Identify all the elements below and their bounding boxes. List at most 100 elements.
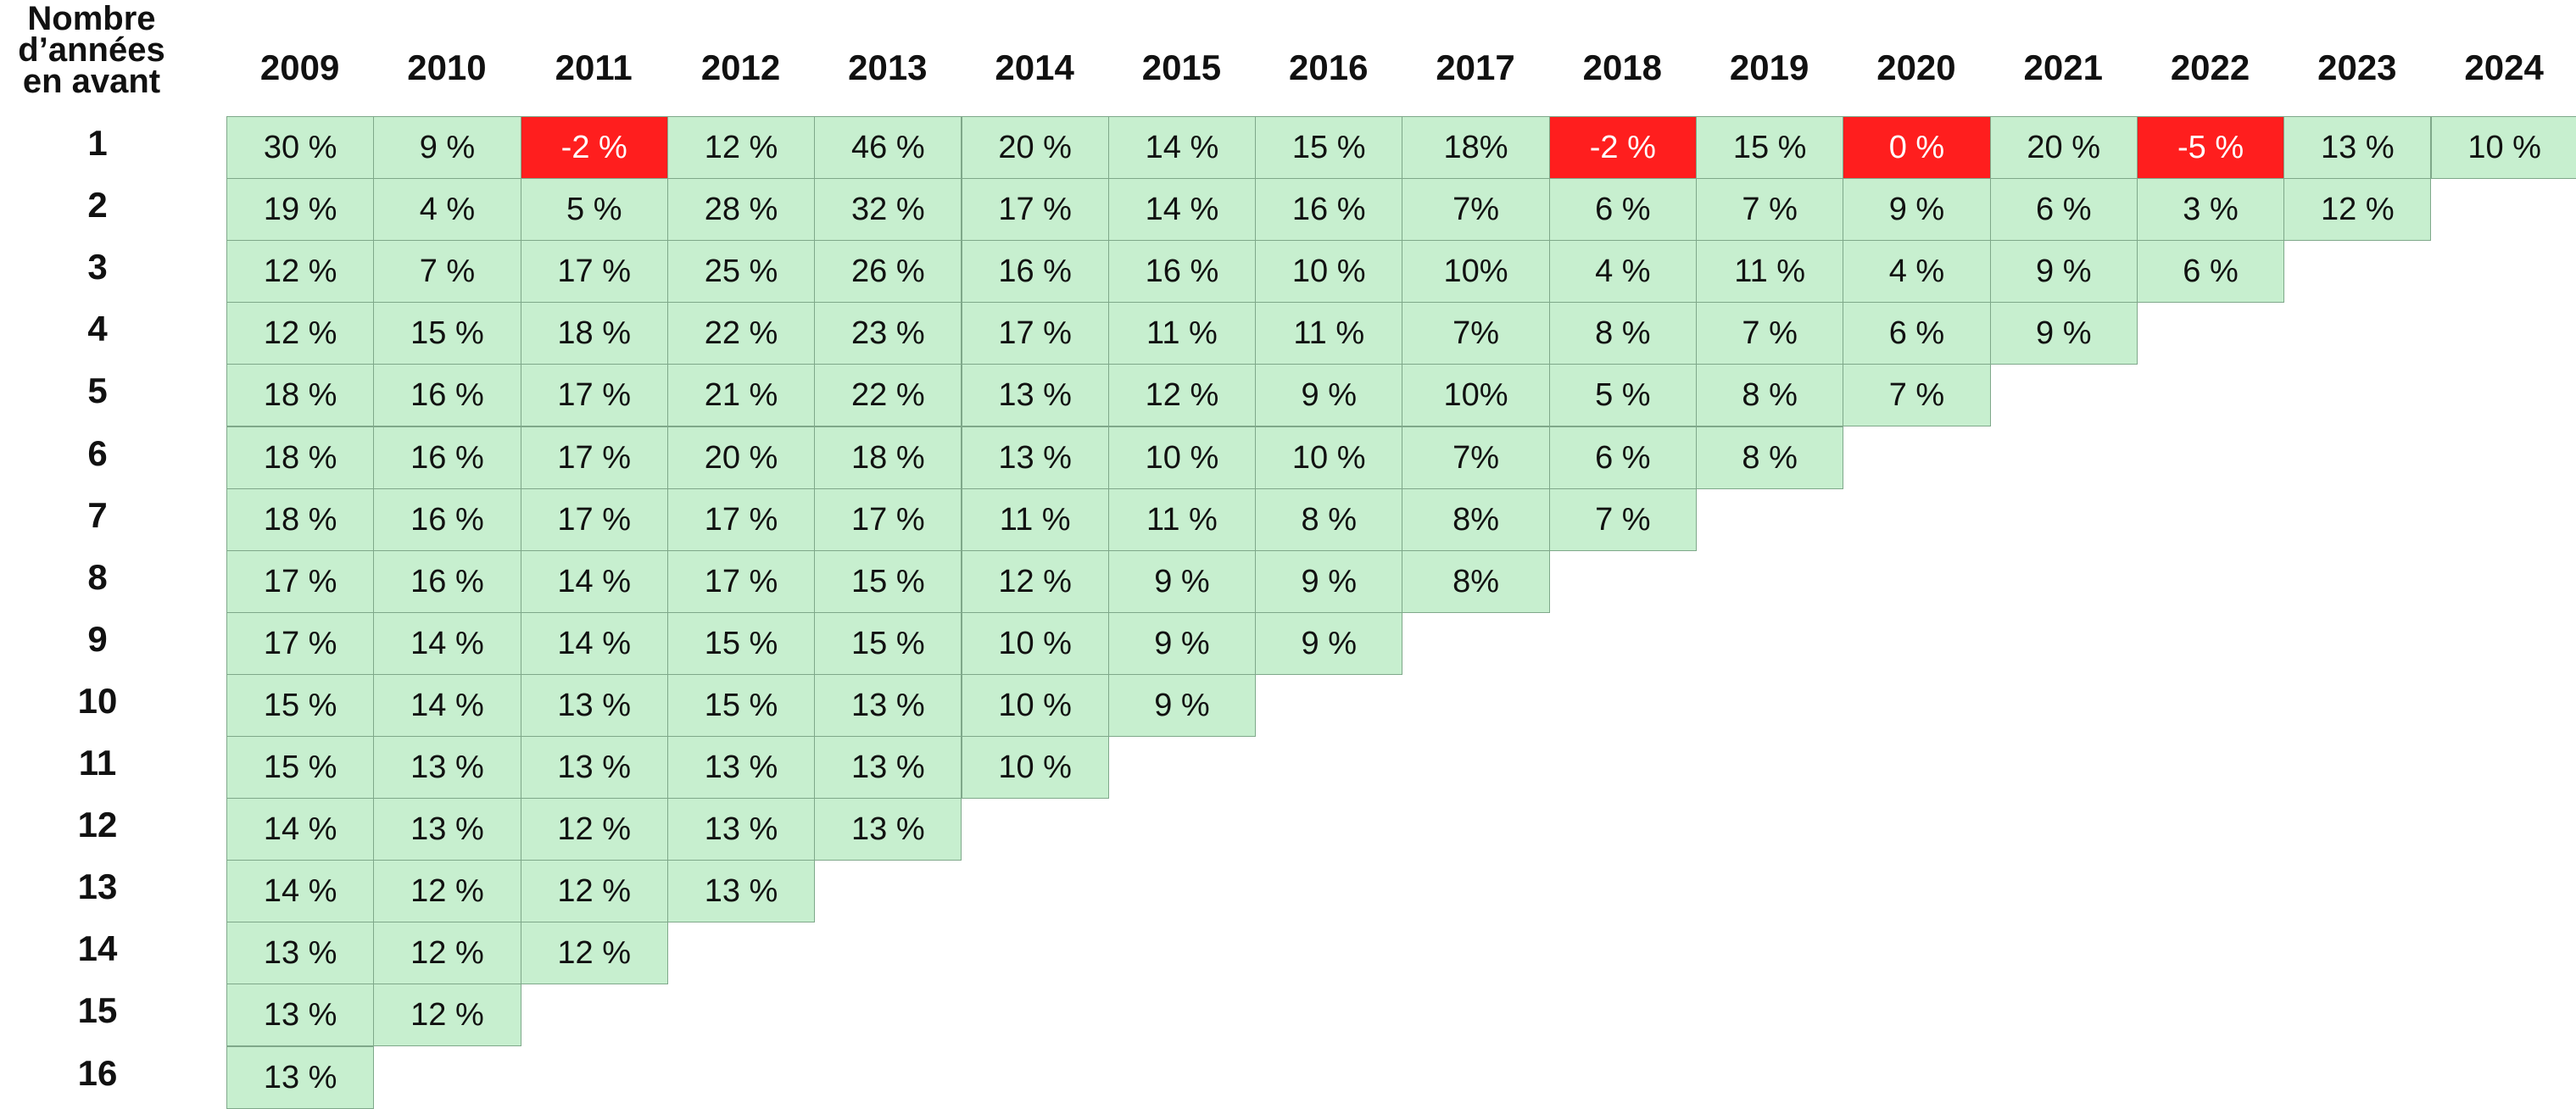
cell-2022-row-3: 6 %	[2137, 240, 2284, 303]
cell-2018-row-3: 4 %	[1549, 240, 1697, 303]
cell-2014-row-5: 13 %	[962, 364, 1109, 426]
cell-2022-row-2: 3 %	[2137, 178, 2284, 241]
cell-2010-row-8: 16 %	[373, 550, 521, 613]
cell-2010-row-15: 12 %	[373, 984, 521, 1046]
cell-2009-row-15: 13 %	[226, 984, 374, 1046]
cell-2009-row-2: 19 %	[226, 178, 374, 241]
cell-2014-row-3: 16 %	[962, 240, 1109, 303]
cell-2017-row-7: 8%	[1402, 488, 1549, 551]
cell-2009-row-13: 14 %	[226, 860, 374, 922]
year-header-2009: 2009	[226, 42, 373, 93]
cell-2015-row-9: 9 %	[1108, 612, 1256, 675]
year-header-2016: 2016	[1255, 42, 1402, 93]
row-label-5: 5	[0, 362, 195, 424]
cell-2021-row-4: 9 %	[1990, 302, 2138, 365]
year-header-2021: 2021	[1990, 42, 2137, 93]
cell-2009-row-5: 18 %	[226, 364, 374, 426]
row-label-13: 13	[0, 858, 195, 920]
cell-2015-row-7: 11 %	[1108, 488, 1256, 551]
cell-2020-row-3: 4 %	[1843, 240, 1990, 303]
cell-2010-row-11: 13 %	[373, 736, 521, 799]
cell-2016-row-1: 15 %	[1255, 116, 1402, 179]
cell-2023-row-2: 12 %	[2283, 178, 2431, 241]
row-label-4: 4	[0, 300, 195, 362]
cell-2015-row-8: 9 %	[1108, 550, 1256, 613]
cell-2011-row-2: 5 %	[521, 178, 668, 241]
year-header-2012: 2012	[667, 42, 814, 93]
cell-2012-row-3: 25 %	[667, 240, 815, 303]
cell-2013-row-12: 13 %	[814, 798, 962, 861]
cell-2010-row-9: 14 %	[373, 612, 521, 675]
cell-2021-row-3: 9 %	[1990, 240, 2138, 303]
cell-2009-row-12: 14 %	[226, 798, 374, 861]
cell-2014-row-1: 20 %	[962, 116, 1109, 179]
cell-2014-row-7: 11 %	[962, 488, 1109, 551]
cell-2010-row-1: 9 %	[373, 116, 521, 179]
cell-2019-row-2: 7 %	[1696, 178, 1843, 241]
year-header-2014: 2014	[962, 42, 1108, 93]
row-label-15: 15	[0, 982, 195, 1044]
cell-2018-row-4: 8 %	[1549, 302, 1697, 365]
row-label-12: 12	[0, 796, 195, 858]
cell-2017-row-6: 7%	[1402, 426, 1549, 489]
cell-2009-row-9: 17 %	[226, 612, 374, 675]
cell-2011-row-1: -2 %	[521, 116, 668, 179]
row-label-9: 9	[0, 610, 195, 672]
cell-2009-row-7: 18 %	[226, 488, 374, 551]
cell-2019-row-3: 11 %	[1696, 240, 1843, 303]
cell-2010-row-3: 7 %	[373, 240, 521, 303]
cell-2011-row-12: 12 %	[521, 798, 668, 861]
year-header-2010: 2010	[373, 42, 520, 93]
cell-2017-row-1: 18%	[1402, 116, 1549, 179]
cell-2014-row-8: 12 %	[962, 550, 1109, 613]
row-label-3: 3	[0, 238, 195, 300]
cell-2013-row-10: 13 %	[814, 674, 962, 737]
cell-2017-row-3: 10%	[1402, 240, 1549, 303]
cell-2013-row-2: 32 %	[814, 178, 962, 241]
cell-2018-row-1: -2 %	[1549, 116, 1697, 179]
cell-2015-row-4: 11 %	[1108, 302, 1256, 365]
cell-2009-row-1: 30 %	[226, 116, 374, 179]
cell-2020-row-1: 0 %	[1843, 116, 1990, 179]
cell-2012-row-8: 17 %	[667, 550, 815, 613]
cell-2014-row-6: 13 %	[962, 426, 1109, 489]
cell-2015-row-1: 14 %	[1108, 116, 1256, 179]
cell-2018-row-7: 7 %	[1549, 488, 1697, 551]
cell-2009-row-3: 12 %	[226, 240, 374, 303]
cell-2018-row-5: 5 %	[1549, 364, 1697, 426]
cell-2010-row-7: 16 %	[373, 488, 521, 551]
cell-2019-row-6: 8 %	[1696, 426, 1843, 489]
cell-2012-row-11: 13 %	[667, 736, 815, 799]
cell-2016-row-4: 11 %	[1255, 302, 1402, 365]
cell-2012-row-4: 22 %	[667, 302, 815, 365]
cell-2019-row-5: 8 %	[1696, 364, 1843, 426]
row-label-11: 11	[0, 734, 195, 796]
cell-2014-row-9: 10 %	[962, 612, 1109, 675]
cell-2016-row-6: 10 %	[1255, 426, 1402, 489]
cell-2011-row-10: 13 %	[521, 674, 668, 737]
cell-2015-row-2: 14 %	[1108, 178, 1256, 241]
cell-2016-row-8: 9 %	[1255, 550, 1402, 613]
cell-2020-row-4: 6 %	[1843, 302, 1990, 365]
cell-2012-row-12: 13 %	[667, 798, 815, 861]
row-label-16: 16	[0, 1045, 195, 1106]
cell-2009-row-14: 13 %	[226, 922, 374, 984]
cell-2011-row-13: 12 %	[521, 860, 668, 922]
cell-2022-row-1: -5 %	[2137, 116, 2284, 179]
cell-2020-row-2: 9 %	[1843, 178, 1990, 241]
cell-2015-row-3: 16 %	[1108, 240, 1256, 303]
cell-2014-row-11: 10 %	[962, 736, 1109, 799]
year-header-2019: 2019	[1696, 42, 1843, 93]
cell-2011-row-4: 18 %	[521, 302, 668, 365]
cell-2013-row-9: 15 %	[814, 612, 962, 675]
cell-2017-row-8: 8%	[1402, 550, 1549, 613]
cell-2009-row-4: 12 %	[226, 302, 374, 365]
cell-2024-row-1: 10 %	[2431, 116, 2576, 179]
cell-2016-row-5: 9 %	[1255, 364, 1402, 426]
cell-2021-row-2: 6 %	[1990, 178, 2138, 241]
cell-2016-row-7: 8 %	[1255, 488, 1402, 551]
cell-2012-row-2: 28 %	[667, 178, 815, 241]
cell-2016-row-9: 9 %	[1255, 612, 1402, 675]
cell-2012-row-7: 17 %	[667, 488, 815, 551]
